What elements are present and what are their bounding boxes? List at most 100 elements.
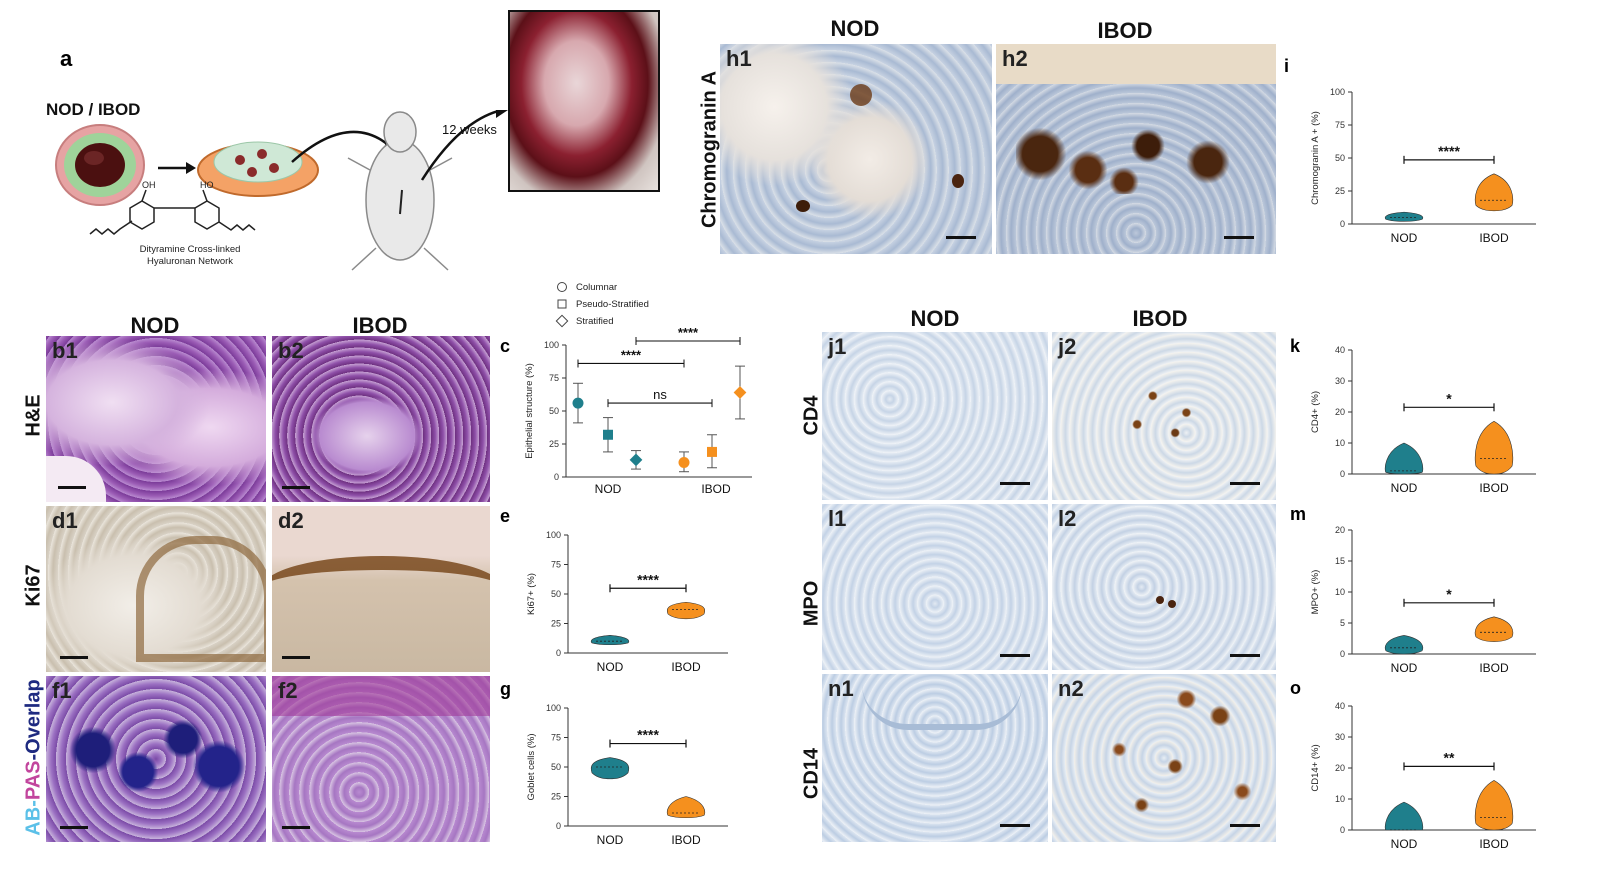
- significance-label: ****: [637, 727, 659, 743]
- point-stratified: [733, 386, 747, 399]
- x-tick-label: IBOD: [1479, 837, 1509, 851]
- x-tick-label: IBOD: [671, 833, 701, 847]
- micro-l2: l2: [1052, 504, 1276, 670]
- scale-bar: [282, 656, 310, 659]
- y-tick-label: 20: [1335, 407, 1345, 417]
- tag-j1: j1: [828, 334, 847, 359]
- violin-ibod: [1474, 780, 1514, 831]
- hyaluronan-structure-icon: [89, 189, 256, 235]
- violin-nod: [1384, 635, 1424, 655]
- significance-label: **: [1444, 749, 1455, 765]
- micro-l1: l1: [822, 504, 1048, 670]
- point-pseudo-stratified: [707, 446, 717, 457]
- panel-letter-a: a: [60, 46, 73, 71]
- violin-nod: [1384, 801, 1424, 831]
- significance-label: ****: [637, 571, 659, 587]
- tag-h1: h1: [726, 46, 752, 71]
- hydrogel-caption-1: Dityramine Cross-linked: [140, 244, 241, 255]
- x-tick-label: IBOD: [1479, 481, 1509, 495]
- y-tick-label: 0: [1340, 825, 1345, 835]
- y-tick-label: 0: [554, 472, 559, 482]
- header-right-nod: NOD: [910, 306, 960, 331]
- scale-bar: [282, 486, 310, 489]
- micro-j1: j1: [822, 332, 1048, 500]
- tag-b2: b2: [278, 338, 304, 363]
- violin-nod: [590, 757, 630, 780]
- violin-nod: [1384, 211, 1424, 222]
- scale-bar: [60, 656, 88, 659]
- panel-letter-c: c: [500, 336, 510, 356]
- y-tick-label: 10: [1335, 794, 1345, 804]
- scale-bar: [946, 236, 976, 239]
- tag-n2: n2: [1058, 676, 1084, 701]
- micro-h1: h1: [720, 44, 992, 254]
- micro-d2: d2: [272, 506, 490, 672]
- panel-letter-i: i: [1284, 56, 1289, 76]
- violin-nod: [1384, 442, 1424, 475]
- y-axis-label: MPO+ (%): [1310, 570, 1321, 615]
- y-tick-label: 40: [1335, 701, 1345, 711]
- panel-letter-e: e: [500, 506, 510, 526]
- petri-dish-icon: [197, 141, 319, 197]
- panel-letter-m: m: [1290, 504, 1306, 524]
- y-tick-label: 100: [546, 530, 561, 540]
- y-tick-label: 15: [1335, 556, 1345, 566]
- significance-label: ****: [678, 325, 699, 340]
- y-tick-label: 50: [551, 589, 561, 599]
- point-pseudo-stratified: [603, 429, 613, 440]
- header-left-nod: NOD: [130, 313, 180, 338]
- y-tick-label: 40: [1335, 345, 1345, 355]
- y-tick-label: 25: [549, 439, 559, 449]
- y-tick-label: 50: [549, 406, 559, 416]
- point-columnar: [678, 456, 690, 468]
- violin-nod: [590, 634, 630, 646]
- x-tick-label: NOD: [595, 482, 622, 496]
- group-label: NOD / IBOD: [46, 100, 141, 119]
- y-tick-label: 5: [1340, 618, 1345, 628]
- micro-j2: j2: [1052, 332, 1276, 500]
- y-tick-label: 0: [1340, 219, 1345, 229]
- tag-b1: b1: [52, 338, 78, 363]
- scale-bar: [1224, 236, 1254, 239]
- y-axis-label: Ki67+ (%): [526, 573, 537, 615]
- header-top-nod: NOD: [830, 16, 880, 41]
- legend-marker-columnar: [557, 282, 567, 292]
- hydrogel-caption-2: Hyaluronan Network: [147, 256, 233, 267]
- scale-bar: [1230, 654, 1260, 657]
- panel-letter-g: g: [500, 679, 511, 699]
- y-tick-label: 50: [551, 762, 561, 772]
- violin-ibod: [1474, 420, 1514, 475]
- y-tick-label: 75: [1335, 120, 1345, 130]
- x-tick-label: NOD: [1391, 481, 1418, 495]
- x-tick-label: IBOD: [671, 660, 701, 674]
- y-tick-label: 10: [1335, 438, 1345, 448]
- legend-marker-pseudo-stratified: [557, 299, 567, 309]
- tag-d2: d2: [278, 508, 304, 533]
- y-axis-label: Chromogranin A + (%): [1310, 111, 1321, 205]
- micro-b1: b1: [46, 336, 266, 502]
- tag-j2: j2: [1058, 334, 1077, 359]
- y-axis-label: Goblet cells (%): [526, 733, 537, 800]
- organoid-icon: [55, 124, 145, 206]
- micro-b2: b2: [272, 336, 490, 502]
- significance-label: *: [1446, 586, 1452, 602]
- header-right-ibod: IBOD: [1132, 306, 1188, 331]
- micro-f1: f1: [46, 676, 266, 842]
- micro-h2: h2: [996, 44, 1276, 254]
- tag-f1: f1: [52, 678, 72, 703]
- ho-label: HO: [200, 180, 214, 190]
- violin-ibod: [666, 601, 706, 620]
- header-top-ibod: IBOD: [1097, 18, 1153, 43]
- micro-d1: d1: [46, 506, 266, 672]
- y-tick-label: 25: [551, 792, 561, 802]
- x-tick-label: NOD: [1391, 661, 1418, 675]
- y-tick-label: 75: [551, 733, 561, 743]
- x-tick-label: NOD: [1391, 231, 1418, 245]
- legend-marker-stratified: [555, 314, 569, 328]
- scale-bar: [1000, 654, 1030, 657]
- panel-letter-o: o: [1290, 678, 1301, 698]
- mouse-icon: [347, 111, 453, 271]
- legend-label: Pseudo-Stratified: [576, 299, 649, 310]
- tag-d1: d1: [52, 508, 78, 533]
- header-left-ibod: IBOD: [352, 313, 408, 338]
